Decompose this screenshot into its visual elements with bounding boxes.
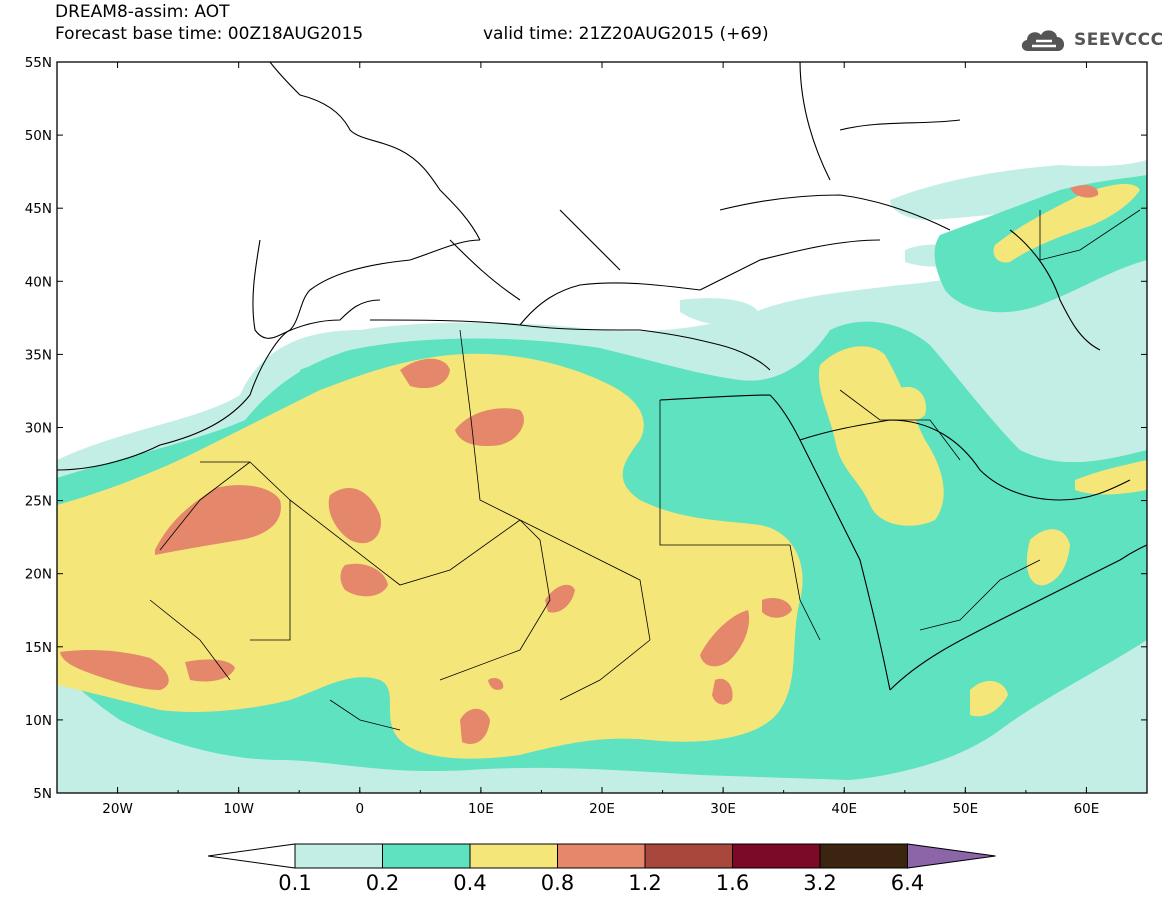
lat-label: 20N bbox=[25, 567, 52, 583]
lon-label: 20E bbox=[589, 801, 615, 817]
aot-level-0.8 bbox=[60, 185, 1099, 744]
colorbar-segment bbox=[819, 843, 908, 869]
colorbar-under-triangle bbox=[207, 843, 296, 869]
colorbar-segment bbox=[294, 843, 383, 869]
colorbar-label: 0.4 bbox=[453, 871, 486, 895]
colorbar-segment bbox=[557, 843, 646, 869]
axis-ticks bbox=[56, 61, 1148, 794]
aot-level-0.4 bbox=[57, 183, 1147, 759]
lat-label: 45N bbox=[25, 201, 52, 217]
seevccc-logo: SEEVCCC bbox=[1018, 25, 1163, 55]
chart-title: DREAM8-assim: AOT bbox=[55, 2, 230, 22]
colorbar-segment bbox=[382, 843, 471, 869]
country-borders bbox=[149, 209, 1141, 731]
lon-label: 30E bbox=[710, 801, 736, 817]
colorbar-segment bbox=[469, 843, 558, 869]
colorbar-label: 6.4 bbox=[891, 871, 924, 895]
lon-label: 0 bbox=[355, 801, 364, 817]
forecast-base-time: Forecast base time: 00Z18AUG2015 bbox=[55, 24, 364, 44]
colorbar-label: 0.2 bbox=[366, 871, 399, 895]
lat-label: 50N bbox=[25, 128, 52, 144]
lat-label: 55N bbox=[25, 55, 52, 71]
lat-label: 30N bbox=[25, 421, 52, 437]
valid-time: valid time: 21Z20AUG2015 (+69) bbox=[483, 24, 769, 44]
coastlines-and-borders bbox=[57, 62, 1147, 691]
lat-label: 5N bbox=[33, 786, 52, 802]
cloud-logo-icon bbox=[1021, 30, 1065, 51]
longitude-labels: 20W 10W 0 10E 20E 30E 40E 50E 60E bbox=[102, 801, 1099, 817]
lon-label: 60E bbox=[1074, 801, 1100, 817]
colorbar-segment bbox=[644, 843, 733, 869]
latitude-labels: 55N 50N 45N 40N 35N 30N 25N 20N 15N 10N 5N bbox=[25, 55, 52, 802]
lat-label: 10N bbox=[25, 713, 52, 729]
colorbar bbox=[207, 843, 996, 869]
lat-label: 15N bbox=[25, 640, 52, 656]
lat-label: 35N bbox=[25, 347, 52, 363]
aot-field bbox=[57, 62, 1147, 793]
lat-label: 40N bbox=[25, 274, 52, 290]
colorbar-label: 3.2 bbox=[803, 871, 836, 895]
colorbar-labels: 0.1 0.2 0.4 0.8 1.2 1.6 3.2 6.4 bbox=[278, 871, 924, 895]
colorbar-segment bbox=[732, 843, 821, 869]
colorbar-label: 1.6 bbox=[716, 871, 749, 895]
lat-label: 25N bbox=[25, 494, 52, 510]
lon-label: 20W bbox=[102, 801, 133, 817]
colorbar-label: 0.8 bbox=[541, 871, 574, 895]
lon-label: 40E bbox=[831, 801, 857, 817]
lon-label: 10E bbox=[468, 801, 494, 817]
colorbar-label: 0.1 bbox=[278, 871, 311, 895]
colorbar-label: 1.2 bbox=[628, 871, 661, 895]
lon-label: 50E bbox=[952, 801, 978, 817]
colorbar-over-triangle bbox=[907, 843, 996, 869]
lon-label: 10W bbox=[223, 801, 254, 817]
logo-text: SEEVCCC bbox=[1074, 30, 1164, 50]
